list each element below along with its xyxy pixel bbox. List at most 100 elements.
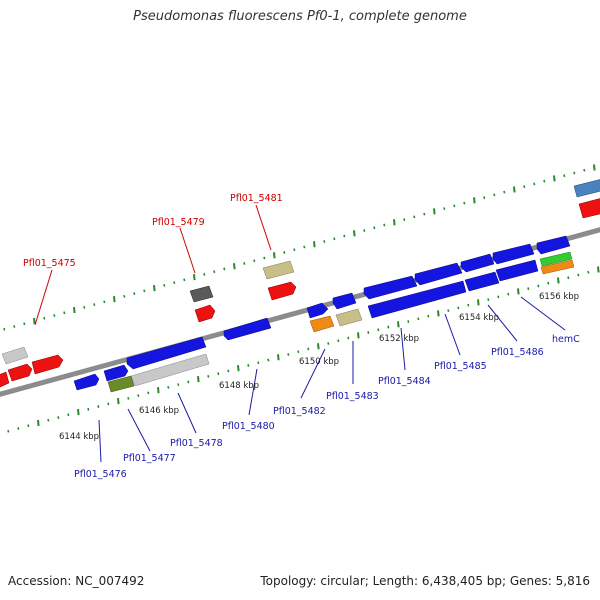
leader-pfl01-5479 (179, 227, 196, 274)
gc-tick (103, 300, 106, 304)
label-pfl01-5480[interactable]: Pfl01_5480 (222, 421, 275, 432)
gc-tick (467, 303, 470, 307)
label-pfl01-5478[interactable]: Pfl01_5478 (170, 438, 223, 449)
gc-tick (57, 416, 60, 419)
gc-tick (157, 387, 160, 394)
gc-tick (73, 306, 76, 314)
gc-tick (517, 288, 520, 295)
gc-tick (137, 394, 140, 398)
gc-tick (33, 317, 36, 325)
gene-arrow-right-top[interactable] (536, 235, 571, 255)
gc-tick (353, 230, 356, 237)
gene-arrow-pfl01-5486b[interactable] (495, 259, 539, 282)
gene-arrow-pfl01-5484[interactable] (363, 275, 418, 300)
gene-arrow-pfl01-5482[interactable] (306, 302, 329, 319)
gene-pseudo-gray[interactable] (130, 353, 210, 387)
gc-tick (537, 284, 540, 288)
gene-arrow-pfl01-5485[interactable] (414, 262, 463, 286)
label-pfl01-5476[interactable]: Pfl01_5476 (74, 469, 127, 480)
gene-arrow-red-mid[interactable] (194, 304, 216, 323)
label-pfl01-5486[interactable]: Pfl01_5486 (491, 347, 544, 358)
gene-orange-small[interactable] (309, 315, 335, 333)
gc-tick (113, 295, 116, 303)
gc-tick (493, 193, 496, 197)
label-pfl01-5482[interactable]: Pfl01_5482 (273, 406, 326, 417)
gc-tick (267, 358, 270, 362)
gene-orange-right[interactable] (540, 259, 575, 275)
gc-tick (397, 321, 400, 328)
gc-tick (373, 226, 376, 230)
gc-tick (203, 273, 206, 276)
gc-tick (527, 287, 530, 291)
gene-olive[interactable] (107, 375, 135, 393)
gene-arrow-pfl01-5486[interactable] (460, 253, 495, 273)
gc-tick (317, 343, 320, 350)
gene-green[interactable] (539, 251, 573, 267)
gc-tick (337, 339, 340, 343)
gc-tick (187, 380, 190, 384)
gc-tick (567, 276, 570, 280)
gc-tick (367, 331, 370, 334)
gc-tick (37, 419, 40, 427)
leader-pfl01-5482 (300, 348, 326, 399)
gc-tick (327, 342, 330, 345)
gene-arrow-pfl01-5480[interactable] (223, 317, 272, 341)
gene-arrow-red-5481[interactable] (267, 281, 297, 301)
gc-tick (583, 168, 586, 172)
gene-arrow-pfl01-5476[interactable] (73, 373, 100, 391)
gc-tick (303, 245, 306, 249)
gc-tick (93, 303, 96, 306)
gc-tick (173, 281, 176, 285)
gene-arrow-pfl01-5479[interactable] (189, 285, 214, 303)
gene-arrow-pfl01-5477[interactable] (103, 364, 129, 382)
gc-tick (293, 248, 296, 252)
gc-tick (473, 197, 476, 204)
gc-tick (97, 405, 100, 408)
gc-tick (67, 413, 70, 417)
gene-arrow-pfl01-5485b[interactable] (464, 271, 500, 292)
gc-tick (47, 418, 50, 422)
gc-tick (183, 278, 186, 282)
gc-tick (447, 309, 450, 313)
label-pfl01-5475[interactable]: Pfl01_5475 (23, 258, 76, 269)
gene-arrow-pfl01-5484b[interactable] (367, 280, 467, 319)
label-hemc[interactable]: hemC (552, 334, 580, 345)
gc-tick (53, 314, 56, 317)
label-pfl01-5483[interactable]: Pfl01_5483 (326, 391, 379, 402)
gc-tick (147, 391, 150, 395)
gc-tick (143, 289, 146, 293)
gc-tick (237, 365, 240, 372)
leader-pfl01-5476 (98, 419, 102, 463)
gc-tick (63, 311, 66, 315)
gene-arrow-hemc-top[interactable] (492, 243, 535, 265)
gene-light-gray-left[interactable] (1, 346, 29, 365)
gc-tick (533, 182, 536, 186)
gc-tick (377, 328, 380, 332)
leader-pfl01-5481 (255, 204, 272, 251)
label-pfl01-5484[interactable]: Pfl01_5484 (378, 376, 431, 387)
gene-arrow-red-right[interactable] (578, 198, 600, 219)
gene-arrow-red-left3[interactable] (31, 354, 64, 375)
label-pfl01-5485[interactable]: Pfl01_5485 (434, 361, 487, 372)
gc-tick (233, 263, 236, 270)
gene-arrow-pfl01-5481[interactable] (262, 260, 295, 280)
gc-tick (313, 241, 316, 248)
leader-pfl01-5486 (487, 304, 518, 342)
gene-steel-blue[interactable] (573, 179, 600, 198)
gc-tick (107, 402, 110, 406)
label-pfl01-5477[interactable]: Pfl01_5477 (123, 453, 176, 464)
gc-tick (407, 320, 410, 323)
gc-tick (587, 270, 590, 274)
gc-tick (83, 305, 86, 309)
gene-arrow-pfl01-5483[interactable] (332, 292, 357, 310)
gc-tick (17, 427, 20, 430)
label-pfl01-5481[interactable]: Pfl01_5481 (230, 193, 283, 204)
leader-pfl01-5477 (127, 408, 151, 452)
gene-khaki-small[interactable] (335, 308, 363, 327)
gc-tick (547, 281, 550, 285)
gene-arrow-red-left2[interactable] (7, 363, 33, 382)
gene-arrow-pfl01-5478[interactable] (126, 336, 207, 370)
gene-arrow-red-left1[interactable] (0, 371, 10, 388)
gc-tick (483, 196, 486, 200)
label-pfl01-5479[interactable]: Pfl01_5479 (152, 217, 205, 228)
